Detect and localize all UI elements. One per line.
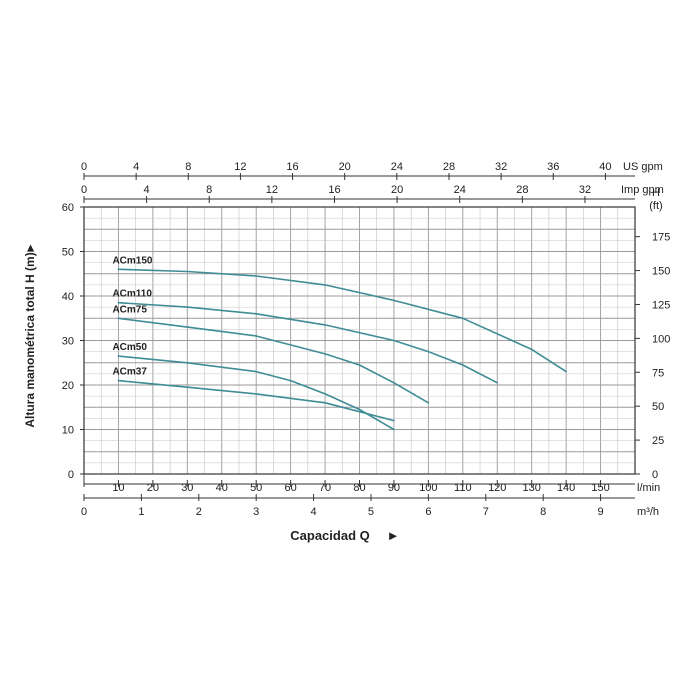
series-acm150-curve xyxy=(117,268,567,373)
x-usgpm-tick-label: 16 xyxy=(286,161,298,173)
x-m3h-tick-label: 0 xyxy=(81,506,87,518)
y-right-unit-h: H xyxy=(652,187,660,199)
y-right-tick-label: 125 xyxy=(652,299,670,311)
series-acm37-label: ACm37 xyxy=(112,367,147,378)
x-usgpm-tick-label: 20 xyxy=(339,161,351,173)
series-acm150-label: ACm150 xyxy=(112,255,152,266)
x-lpm-unit: l/min xyxy=(637,482,660,494)
x-impgpm-unit: Imp gpm xyxy=(621,184,664,196)
y-left-tick-label: 30 xyxy=(62,336,74,348)
x-axis-label-arrow: ► xyxy=(387,528,400,543)
x-lpm-tick-label: 40 xyxy=(216,482,228,494)
y-right-tick-label: 50 xyxy=(652,401,664,413)
x-lpm-tick-label: 10 xyxy=(112,482,124,494)
x-m3h-tick-label: 9 xyxy=(598,506,604,518)
x-axis-label: Capacidad Q xyxy=(290,528,369,543)
x-usgpm-tick-label: 36 xyxy=(547,161,559,173)
y-right-unit-ft: (ft) xyxy=(649,200,662,212)
y-left-tick-label: 20 xyxy=(62,380,74,392)
series-acm50-label: ACm50 xyxy=(112,342,147,353)
x-m3h-tick-label: 6 xyxy=(425,506,431,518)
series-acm110-curve xyxy=(117,301,499,384)
x-m3h-tick-label: 1 xyxy=(138,506,144,518)
x-lpm-tick-label: 30 xyxy=(181,482,193,494)
chart-series: ACm150 ACm110 ACm75 ACm50 ACm37 xyxy=(112,255,567,431)
x-m3h-tick-label: 5 xyxy=(368,506,374,518)
x-impgpm-tick-label: 12 xyxy=(266,184,278,196)
x-impgpm-tick-label: 0 xyxy=(81,184,87,196)
y-right-tick-label: 175 xyxy=(652,232,670,244)
x-m3h-tick-label: 2 xyxy=(196,506,202,518)
x-usgpm-tick-label: 28 xyxy=(443,161,455,173)
x-usgpm-tick-label: 12 xyxy=(234,161,246,173)
x-lpm-tick-label: 20 xyxy=(147,482,159,494)
y-right-tick-label: 150 xyxy=(652,266,670,278)
x-usgpm-tick-label: 4 xyxy=(133,161,139,173)
x-lpm-tick-label: 120 xyxy=(488,482,506,494)
x-m3h-unit: m³/h xyxy=(637,506,659,518)
y-axis-label: Altura manométrica total H (m) xyxy=(23,252,37,427)
chart-grid xyxy=(83,206,636,475)
x-impgpm-tick-label: 24 xyxy=(454,184,466,196)
y-left-tick-label: 50 xyxy=(62,247,74,259)
x-lpm-tick-label: 150 xyxy=(591,482,609,494)
y-right-tick-label: 0 xyxy=(652,469,658,481)
y-left-tick-label: 10 xyxy=(62,425,74,437)
series-acm110-label: ACm110 xyxy=(112,289,152,300)
x-lpm-tick-label: 140 xyxy=(557,482,575,494)
x-usgpm-tick-label: 0 xyxy=(81,161,87,173)
x-impgpm-tick-label: 16 xyxy=(328,184,340,196)
x-lpm-tick-label: 110 xyxy=(454,482,472,494)
y-axis-label-arrow: ► xyxy=(23,242,37,254)
x-impgpm-tick-label: 8 xyxy=(206,184,212,196)
x-lpm-tick-label: 80 xyxy=(353,482,365,494)
x-lpm-tick-label: 100 xyxy=(419,482,437,494)
x-lpm-tick-label: 130 xyxy=(523,482,541,494)
y-right-tick-label: 100 xyxy=(652,333,670,345)
series-acm75-label: ACm75 xyxy=(112,304,147,315)
x-lpm-tick-label: 50 xyxy=(250,482,262,494)
y-left-tick-label: 60 xyxy=(62,202,74,214)
x-usgpm-tick-label: 32 xyxy=(495,161,507,173)
x-impgpm-tick-label: 32 xyxy=(579,184,591,196)
x-impgpm-tick-label: 4 xyxy=(144,184,150,196)
x-lpm-tick-label: 60 xyxy=(285,482,297,494)
x-lpm-tick-label: 90 xyxy=(388,482,400,494)
x-usgpm-tick-label: 8 xyxy=(185,161,191,173)
x-m3h-tick-label: 3 xyxy=(253,506,259,518)
series-acm37-curve xyxy=(117,379,395,422)
series-acm75-curve xyxy=(117,317,430,404)
x-impgpm-tick-label: 28 xyxy=(516,184,528,196)
y-left-tick-label: 40 xyxy=(62,291,74,303)
x-impgpm-tick-label: 20 xyxy=(391,184,403,196)
x-m3h-tick-label: 4 xyxy=(311,506,317,518)
x-usgpm-unit: US gpm xyxy=(623,161,663,173)
series-acm50-curve xyxy=(117,355,395,431)
y-right-tick-label: 25 xyxy=(652,435,664,447)
x-usgpm-tick-label: 24 xyxy=(391,161,403,173)
x-m3h-tick-label: 8 xyxy=(540,506,546,518)
x-usgpm-tick-label: 40 xyxy=(599,161,611,173)
y-left-tick-label: 0 xyxy=(68,469,74,481)
x-m3h-tick-label: 7 xyxy=(483,506,489,518)
x-lpm-tick-label: 70 xyxy=(319,482,331,494)
y-right-tick-label: 75 xyxy=(652,367,664,379)
